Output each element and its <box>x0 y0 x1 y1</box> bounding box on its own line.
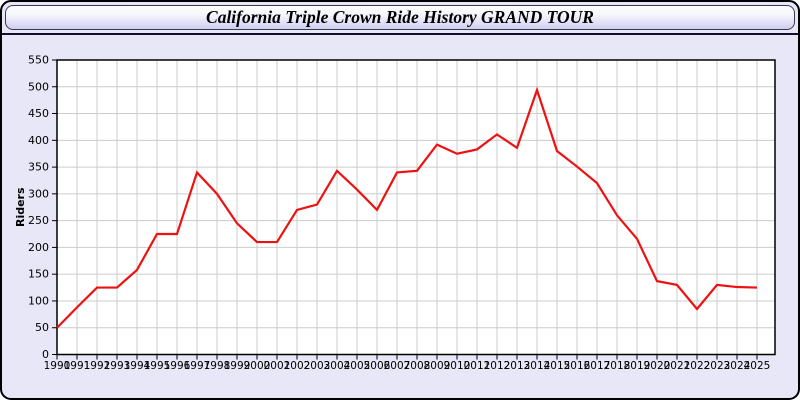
x-tick-label: 2018 <box>604 360 631 372</box>
x-tick-label: 2011 <box>464 360 491 372</box>
x-tick-label: 2005 <box>344 360 371 372</box>
x-tick-label: 1995 <box>144 360 171 372</box>
title-bar: California Triple Crown Ride History GRA… <box>2 2 798 35</box>
y-tick-label: 400 <box>28 134 49 147</box>
plot-background <box>57 60 775 355</box>
x-tick-label: 2022 <box>684 360 711 372</box>
x-tick-label: 1996 <box>164 360 191 372</box>
x-tick-label: 2000 <box>244 360 271 372</box>
y-tick-label: 100 <box>28 294 49 307</box>
x-tick-label: 1990 <box>44 360 71 372</box>
x-tick-label: 2015 <box>544 360 571 372</box>
x-tick-label: 1991 <box>64 360 91 372</box>
y-tick-label: 250 <box>28 214 49 227</box>
x-tick-label: 2012 <box>484 360 511 372</box>
x-tick-label: 2021 <box>664 360 691 372</box>
y-tick-label: 450 <box>28 107 49 120</box>
title-pill: California Triple Crown Ride History GRA… <box>5 5 795 30</box>
x-tick-label: 1992 <box>84 360 111 372</box>
x-tick-label: 2024 <box>724 360 751 372</box>
x-tick-label: 2001 <box>264 360 291 372</box>
y-tick-label: 200 <box>28 241 49 254</box>
x-tick-label: 2023 <box>704 360 731 372</box>
x-tick-label: 2010 <box>444 360 471 372</box>
y-tick-label: 50 <box>35 321 49 334</box>
x-tick-label: 1997 <box>184 360 211 372</box>
plot-border <box>56 59 776 356</box>
x-tick-label: 2004 <box>324 360 351 372</box>
x-tick-label: 2009 <box>424 360 451 372</box>
page-title: California Triple Crown Ride History GRA… <box>206 7 594 27</box>
x-tick-label: 2019 <box>624 360 651 372</box>
riders-line <box>56 86 758 329</box>
y-axis-title: Riders <box>14 187 27 227</box>
x-tick-label: 2002 <box>284 360 311 372</box>
x-tick-label: 2020 <box>644 360 671 372</box>
x-tick-label: 2025 <box>744 360 771 372</box>
x-tick-label: 1999 <box>224 360 251 372</box>
x-tick-label: 2016 <box>564 360 591 372</box>
x-tick-label: 2017 <box>584 360 611 372</box>
y-tick-label: 0 <box>42 348 49 361</box>
x-tick-label: 2003 <box>304 360 331 372</box>
x-tick-label: 1993 <box>104 360 131 372</box>
y-tick-label: 350 <box>28 161 49 174</box>
y-tick-label: 550 <box>28 54 49 67</box>
y-tick-label: 150 <box>28 268 49 281</box>
x-tick-label: 1998 <box>204 360 231 372</box>
x-tick-label: 2008 <box>404 360 431 372</box>
x-tick-label: 1994 <box>124 360 151 372</box>
y-tick-label: 300 <box>28 187 49 200</box>
x-tick-label: 2006 <box>364 360 391 372</box>
x-tick-label: 2014 <box>524 360 551 372</box>
y-tick-label: 500 <box>28 80 49 93</box>
x-tick-label: 2013 <box>504 360 531 372</box>
x-tick-label: 2007 <box>384 360 411 372</box>
